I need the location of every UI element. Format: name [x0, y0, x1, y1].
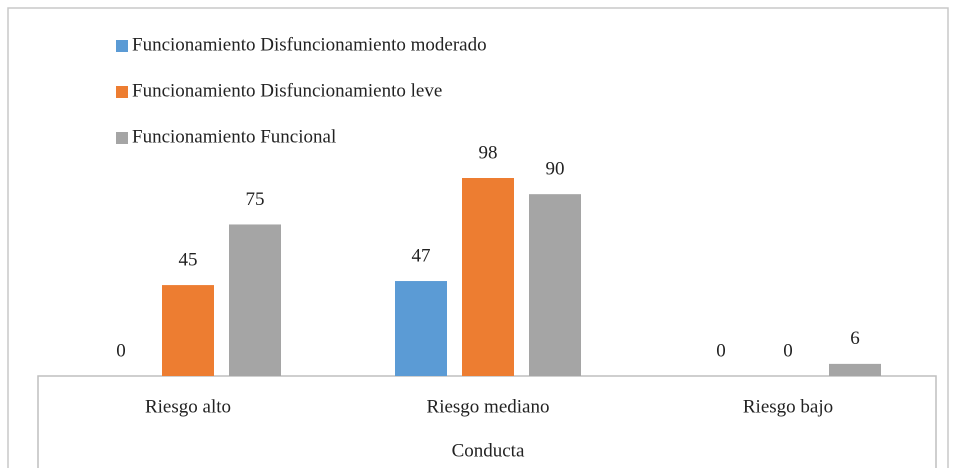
bar: [529, 194, 581, 376]
x-axis-label: Conducta: [452, 440, 525, 461]
bar: [229, 224, 281, 376]
data-label: 0: [716, 340, 726, 361]
x-tick-label: Riesgo bajo: [743, 396, 833, 417]
data-label: 98: [479, 142, 498, 163]
legend-label: Funcionamiento Disfuncionamiento moderad…: [132, 34, 487, 55]
x-tick-label: Riesgo mediano: [427, 396, 550, 417]
data-label: 90: [546, 159, 565, 180]
legend-label: Funcionamiento Disfuncionamiento leve: [132, 80, 442, 101]
data-label: 75: [246, 189, 265, 210]
data-label: 0: [783, 340, 793, 361]
legend-swatch: [116, 132, 128, 144]
bar: [462, 178, 514, 376]
legend-swatch: [116, 86, 128, 98]
bar: [162, 285, 214, 376]
x-tick-label: Riesgo alto: [145, 396, 231, 417]
data-label: 0: [116, 340, 126, 361]
bar: [829, 363, 881, 376]
legend-swatch: [116, 40, 128, 52]
chart-border: [7, 7, 949, 468]
data-label: 6: [850, 328, 860, 349]
bar: [395, 281, 447, 376]
legend-label: Funcionamiento Funcional: [132, 126, 336, 147]
data-label: 45: [179, 249, 198, 270]
data-label: 47: [412, 245, 431, 266]
